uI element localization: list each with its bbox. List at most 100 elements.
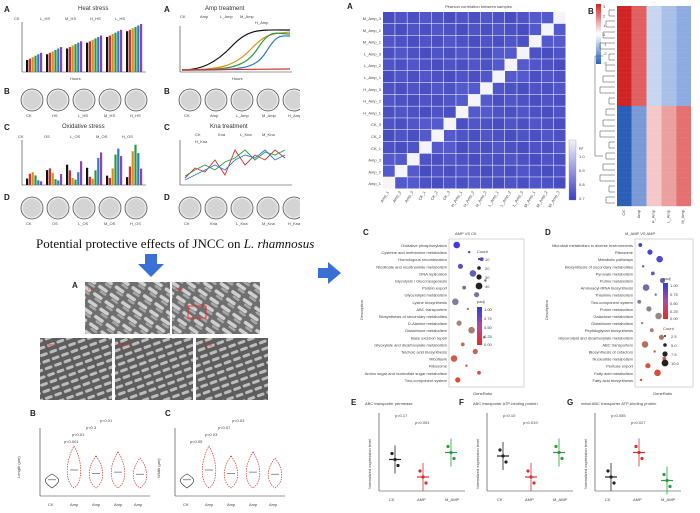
bar [51,51,54,72]
panel-c1-oxidative-stress: C Oxidative stress CK OS L_OS M_OS H_OS [4,123,146,186]
heatmap-cell [419,59,432,71]
x-tick: M_AMP [445,497,460,502]
violin [245,451,261,489]
heatmap-cell [529,165,542,177]
term-label: Amino sugar and nucleotide sugar metabol… [365,371,448,376]
heatmap-cell [468,141,481,154]
x-axis-label: Hours [232,76,243,81]
heatmap-cell [676,41,691,44]
heatmap-cell [617,97,632,100]
sem-ck [85,282,170,334]
heatmap-cell [617,66,632,69]
term-label: Glycerolipid and dicarboxylate metabolis… [558,335,634,340]
heatmap-cell [676,61,691,64]
heatmap-cell [553,35,566,47]
panel-letter: C [363,228,369,237]
heatmap-cell [395,165,407,177]
heatmap-cell [468,165,481,177]
heatmap-cell [676,12,691,16]
heatmap-cell [505,106,517,118]
x-tick: Amp [205,502,214,507]
heatmap-cell [617,72,632,76]
bar [28,173,31,185]
heatmap-cell [617,130,632,133]
heatmap-cell [631,150,647,153]
x-tick: Amp [92,502,101,507]
heatmap-cell [444,23,456,36]
heatmap-cell [661,79,677,82]
heatmap-cell [646,103,662,107]
heatmap-cell [505,141,517,154]
heatmap-cell [631,163,647,167]
heatmap-cell [631,126,647,129]
heatmap-cell [631,108,647,111]
data-point [424,481,428,485]
heatmap-cell [631,32,647,36]
heatmap-cell [431,71,444,83]
heatmap-cell [631,41,647,44]
heatmap-cell [661,103,677,107]
heatmap-cell [541,141,554,154]
heatmap-cell [456,118,468,130]
heatmap-cell [631,114,647,118]
heatmap-cell [631,137,647,140]
bar [40,52,43,72]
heatmap-cell [661,188,677,191]
heatmap-cell [431,130,444,142]
heatmap-cell [617,139,632,142]
bar [71,177,74,185]
heatmap-cell [431,177,444,189]
heatmap-cell [444,71,456,83]
heatmap-cell [676,181,691,184]
heatmap-cell [646,6,662,9]
heatmap-cell [676,23,691,27]
bar [128,29,131,72]
heatmap-cell [646,41,662,44]
heatmap-cell [661,128,677,131]
panel-title: Kna treatment [210,124,248,130]
enrichment-dot [477,370,481,375]
heatmap-cell [617,88,632,91]
heatmap-cell [631,34,647,38]
heatmap-cell [617,32,632,36]
heatmap-cell [676,108,691,111]
heatmap-cell [661,143,677,147]
heatmap-cell [646,30,662,33]
heatmap-cell [617,170,632,173]
x-tick: AMP [633,497,642,502]
heatmap-cell [383,165,395,177]
heatmap-cell [553,71,566,83]
heatmap-cell [646,17,662,20]
heatmap-cell [646,172,662,176]
x-tick: AMP [417,497,426,502]
plate-inner [207,91,225,109]
term-label: Purine metabolism [600,307,634,312]
heatmap-cell [676,186,691,189]
bar [60,174,63,185]
heatmap-cell [529,130,542,142]
panel-letter: C [164,123,170,132]
panel-title: Oxidative stress [62,124,105,130]
chart-title: ABC transporter permease [365,401,413,406]
plate-label: L_Amp [236,113,249,118]
heatmap-cell [431,153,444,165]
bar [117,148,120,185]
heatmap-cell [517,165,529,177]
heatmap-cell [661,152,677,156]
padj-scale [663,283,668,319]
legend-tick: 5.0 [671,343,677,348]
heatmap-cell [646,77,662,80]
bar [46,170,49,185]
heatmap-cell [661,61,677,64]
sem-hamp [196,338,268,400]
violin [110,451,126,489]
heatmap-cell [553,47,566,59]
heatmap-cell [517,23,529,36]
term-label: Cysteine and methionine metabolism [381,250,447,255]
legend-title: Count [663,326,675,331]
heatmap-cell [617,150,632,153]
heatmap-cell [631,101,647,104]
bar [80,161,83,185]
heatmap-cell [407,35,420,47]
plate-inner [127,199,145,217]
